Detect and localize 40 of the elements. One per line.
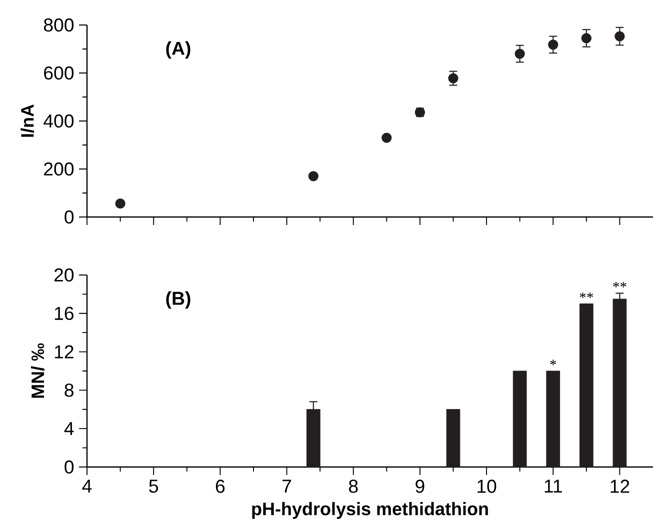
x-tick-label: 11: [544, 480, 562, 493]
point: [382, 132, 392, 143]
y-axis-title: MN/ ‰: [30, 343, 44, 398]
bar: [446, 409, 460, 468]
y-tick-label: 600: [44, 66, 74, 80]
point: [448, 73, 458, 84]
text: (A): [166, 41, 190, 59]
bar: [546, 370, 560, 468]
y-tick-label: 16: [54, 306, 74, 320]
annotation: **: [580, 292, 594, 298]
point: [514, 48, 525, 59]
y-tick-label: 800: [44, 18, 74, 32]
y-tick-label: 8: [64, 384, 74, 397]
y-tick-label: 400: [44, 114, 74, 128]
annotation: *: [550, 360, 556, 366]
y-tick-label: 200: [44, 162, 74, 176]
text: (B): [166, 291, 190, 309]
y-tick-label: 20: [54, 268, 74, 282]
x-tick-label: 12: [610, 480, 630, 493]
y-tick-label: 0: [64, 460, 74, 474]
x-tick-label: 5: [149, 480, 158, 493]
y-axis-title: I/nA: [20, 104, 34, 137]
point: [581, 33, 592, 44]
point: [548, 40, 558, 50]
x-tick-label: 4: [82, 480, 92, 493]
point: [614, 31, 625, 42]
point: [115, 198, 126, 209]
x-tick-label: 8: [348, 480, 358, 493]
y-tick-label: 4: [64, 422, 74, 436]
bar: [512, 370, 527, 468]
point: [308, 171, 318, 182]
annotation: **: [613, 282, 626, 288]
y-tick-label: 12: [54, 345, 74, 358]
x-tick-label: 9: [416, 480, 424, 493]
y-tick-label: 0: [64, 210, 74, 224]
x-tick-label: 6: [216, 480, 225, 493]
x-axis-title: pH-hydrolysis methidathion: [252, 502, 488, 519]
x-tick-label: 10: [478, 480, 496, 493]
bar: [579, 304, 594, 468]
x-tick-label: 7: [282, 480, 292, 493]
